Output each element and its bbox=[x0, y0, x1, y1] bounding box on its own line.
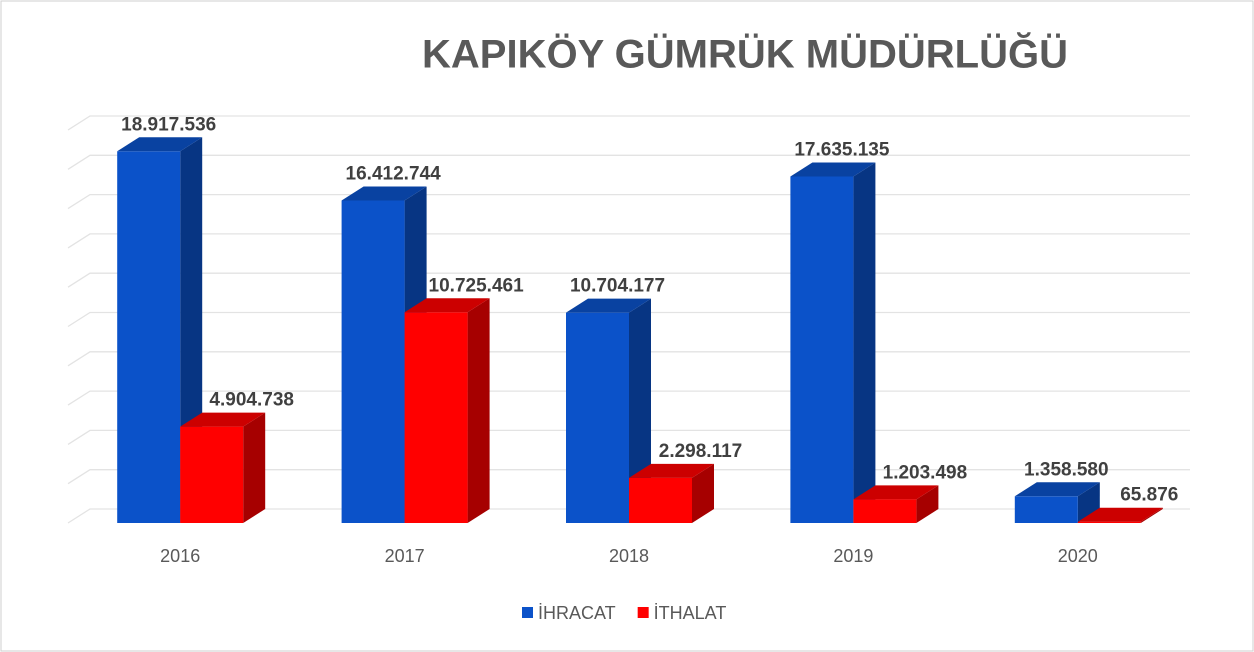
grid-line bbox=[67, 154, 1190, 170]
bar-top bbox=[117, 137, 203, 152]
x-tick-label: 2016 bbox=[160, 546, 200, 566]
bar-side bbox=[692, 463, 714, 523]
bar bbox=[853, 499, 917, 523]
bar-side bbox=[1077, 482, 1100, 523]
bar-top bbox=[404, 298, 490, 313]
bar bbox=[404, 312, 468, 523]
data-label: 1.358.580 bbox=[1024, 459, 1109, 480]
x-tick-label: 2019 bbox=[833, 546, 873, 566]
bar-top bbox=[341, 186, 427, 201]
bar-side bbox=[853, 162, 876, 523]
bar-top bbox=[1014, 482, 1100, 497]
grid-line bbox=[67, 115, 1190, 131]
x-tick-label: 2020 bbox=[1058, 546, 1098, 566]
data-label: 4.904.738 bbox=[209, 390, 294, 411]
legend-label: İHRACAT bbox=[538, 603, 616, 623]
x-tick-label: 2017 bbox=[385, 546, 425, 566]
bar-top bbox=[566, 298, 651, 313]
legend-swatch bbox=[522, 607, 533, 618]
chart-title: KAPIKÖY GÜMRÜK MÜDÜRLÜĞÜ bbox=[422, 31, 1068, 77]
bar bbox=[1014, 496, 1078, 523]
bar-top bbox=[853, 485, 939, 500]
bar-side bbox=[467, 298, 490, 523]
data-label: 65.876 bbox=[1120, 485, 1178, 506]
x-tick-label: 2018 bbox=[609, 546, 649, 566]
legend-label: İTHALAT bbox=[654, 603, 727, 623]
bar bbox=[790, 176, 854, 523]
bar bbox=[566, 312, 629, 523]
data-label: 10.725.461 bbox=[429, 275, 525, 296]
data-label: 10.704.177 bbox=[570, 276, 665, 297]
bar-side bbox=[916, 485, 939, 523]
data-label: 1.203.498 bbox=[883, 462, 968, 483]
bar-side bbox=[1140, 507, 1163, 523]
bar-side bbox=[243, 412, 266, 523]
bar-top bbox=[629, 463, 714, 478]
bar-side bbox=[629, 298, 651, 523]
data-label: 2.298.117 bbox=[659, 441, 742, 462]
bar bbox=[180, 426, 244, 523]
bar bbox=[117, 151, 181, 523]
data-label: 17.635.135 bbox=[794, 139, 890, 160]
bar-top bbox=[790, 162, 876, 177]
bar-top bbox=[1077, 507, 1163, 522]
bar-top bbox=[180, 412, 266, 427]
bar bbox=[1077, 521, 1141, 523]
legend-swatch bbox=[637, 607, 649, 618]
bar bbox=[629, 477, 692, 523]
bar bbox=[341, 200, 405, 524]
data-label: 18.917.536 bbox=[121, 114, 216, 135]
data-label: 16.412.744 bbox=[346, 164, 442, 185]
